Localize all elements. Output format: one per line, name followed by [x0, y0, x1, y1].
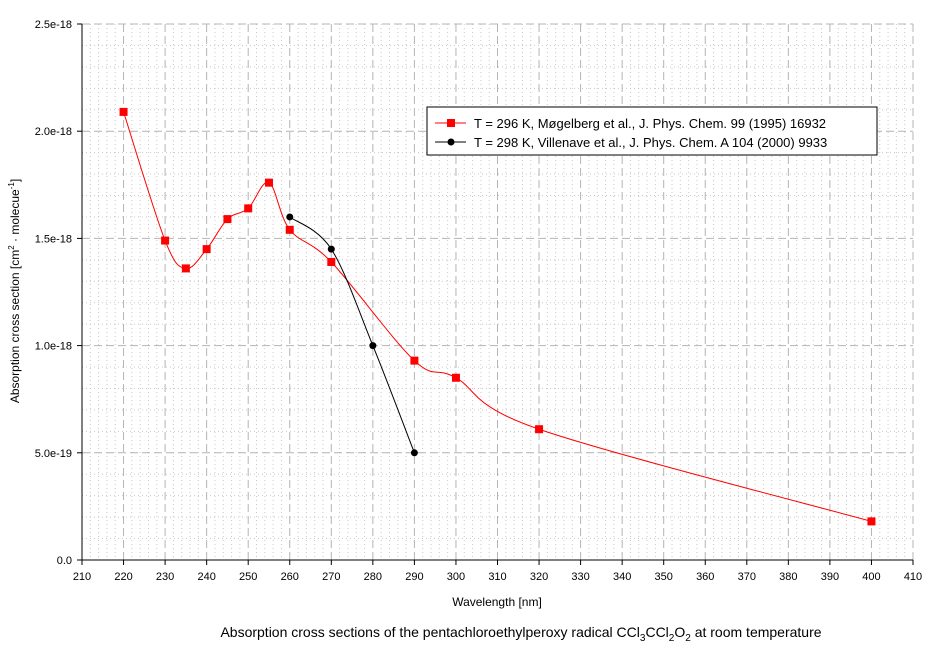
grid: [82, 23, 914, 560]
data-point-square: [244, 204, 253, 213]
x-tick-label: 230: [156, 571, 174, 583]
data-point-circle: [369, 342, 377, 350]
data-point-square: [867, 517, 876, 526]
data-point-square: [410, 356, 419, 365]
series-line-2: [289, 216, 415, 453]
x-tick-label: 270: [322, 571, 340, 583]
x-tick-label: 370: [738, 571, 756, 583]
data-point-square: [327, 257, 336, 266]
chart-title: Absorption cross sections of the pentach…: [220, 624, 821, 644]
data-point-square: [285, 225, 294, 234]
x-tick-label: 320: [530, 571, 548, 583]
data-point-square: [223, 215, 232, 224]
data-point-square: [161, 236, 170, 245]
y-tick-label: 2.0e-18: [35, 126, 72, 138]
data-point-circle: [410, 449, 418, 457]
x-tick-label: 380: [779, 571, 797, 583]
x-tick-label: 390: [821, 571, 839, 583]
x-tick-label: 250: [239, 571, 257, 583]
x-tick-label: 260: [281, 571, 299, 583]
data-point-square: [264, 178, 273, 187]
x-tick-label: 410: [904, 571, 922, 583]
y-axis-label: Absorption cross section [cm2 · molecue-…: [7, 179, 22, 403]
legend-marker-circle: [447, 138, 455, 146]
data-point-square: [181, 264, 190, 273]
x-tick-label: 310: [488, 571, 506, 583]
x-tick-label: 280: [364, 571, 382, 583]
data-point-square: [202, 245, 211, 254]
data-point-square: [119, 107, 128, 116]
legend-label-2: T = 298 K, Villenave et al., J. Phys. Ch…: [474, 135, 827, 150]
series: [119, 107, 876, 526]
x-tick-label: 340: [613, 571, 631, 583]
data-point-square: [535, 425, 544, 434]
data-point-circle: [286, 213, 294, 221]
x-tick-label: 210: [73, 571, 91, 583]
legend-marker-square: [447, 119, 455, 127]
x-tick-label: 240: [197, 571, 215, 583]
x-tick-label: 300: [447, 571, 465, 583]
x-tick-label: 290: [405, 571, 423, 583]
x-tick-label: 330: [571, 571, 589, 583]
y-tick-label: 5.0e-19: [35, 448, 72, 460]
legend: T = 296 K, Møgelberg et al., J. Phys. Ch…: [426, 106, 878, 156]
x-tick-label: 360: [696, 571, 714, 583]
y-tick-label: 1.0e-18: [35, 341, 72, 353]
data-point-circle: [327, 245, 335, 253]
x-tick-label: 400: [862, 571, 880, 583]
y-tick-label: 0.0: [57, 555, 72, 567]
data-point-square: [451, 373, 460, 382]
y-tick-label: 1.5e-18: [35, 233, 72, 245]
y-tick-label: 2.5e-18: [35, 19, 72, 31]
legend-label-1: T = 296 K, Møgelberg et al., J. Phys. Ch…: [474, 116, 826, 131]
axes: 210 220 230 240 250 260 270 280 290 300 310 320 330 3…: [35, 19, 922, 583]
x-tick-label: 220: [114, 571, 132, 583]
x-axis-label: Wavelength [nm]: [452, 595, 542, 609]
x-tick-label: 350: [655, 571, 673, 583]
